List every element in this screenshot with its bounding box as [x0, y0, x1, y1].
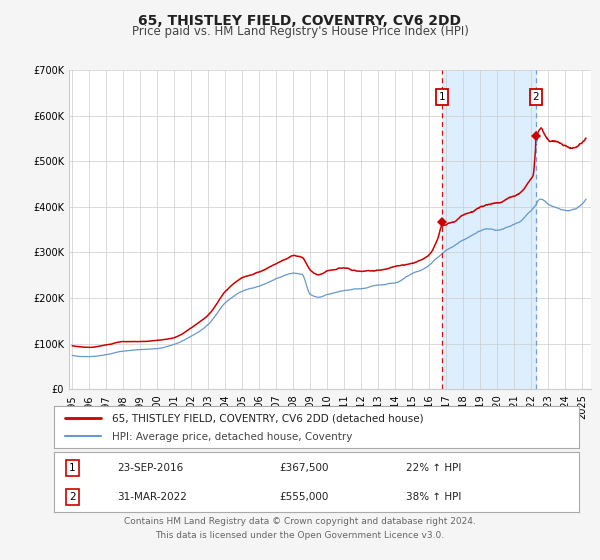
Text: HPI: Average price, detached house, Coventry: HPI: Average price, detached house, Cove… — [112, 432, 352, 442]
Text: 2: 2 — [69, 492, 76, 502]
Text: 65, THISTLEY FIELD, COVENTRY, CV6 2DD (detached house): 65, THISTLEY FIELD, COVENTRY, CV6 2DD (d… — [112, 414, 424, 423]
Text: £367,500: £367,500 — [280, 463, 329, 473]
Text: 1: 1 — [439, 92, 445, 102]
Text: 38% ↑ HPI: 38% ↑ HPI — [406, 492, 461, 502]
Text: 22% ↑ HPI: 22% ↑ HPI — [406, 463, 461, 473]
Text: 1: 1 — [69, 463, 76, 473]
Bar — [442, 70, 536, 389]
Text: 31-MAR-2022: 31-MAR-2022 — [117, 492, 187, 502]
Text: Price paid vs. HM Land Registry's House Price Index (HPI): Price paid vs. HM Land Registry's House … — [131, 25, 469, 38]
Text: 65, THISTLEY FIELD, COVENTRY, CV6 2DD: 65, THISTLEY FIELD, COVENTRY, CV6 2DD — [139, 14, 461, 28]
Text: 23-SEP-2016: 23-SEP-2016 — [117, 463, 183, 473]
Text: £555,000: £555,000 — [280, 492, 329, 502]
Text: This data is licensed under the Open Government Licence v3.0.: This data is licensed under the Open Gov… — [155, 531, 445, 540]
Text: Contains HM Land Registry data © Crown copyright and database right 2024.: Contains HM Land Registry data © Crown c… — [124, 517, 476, 526]
Text: 2: 2 — [532, 92, 539, 102]
